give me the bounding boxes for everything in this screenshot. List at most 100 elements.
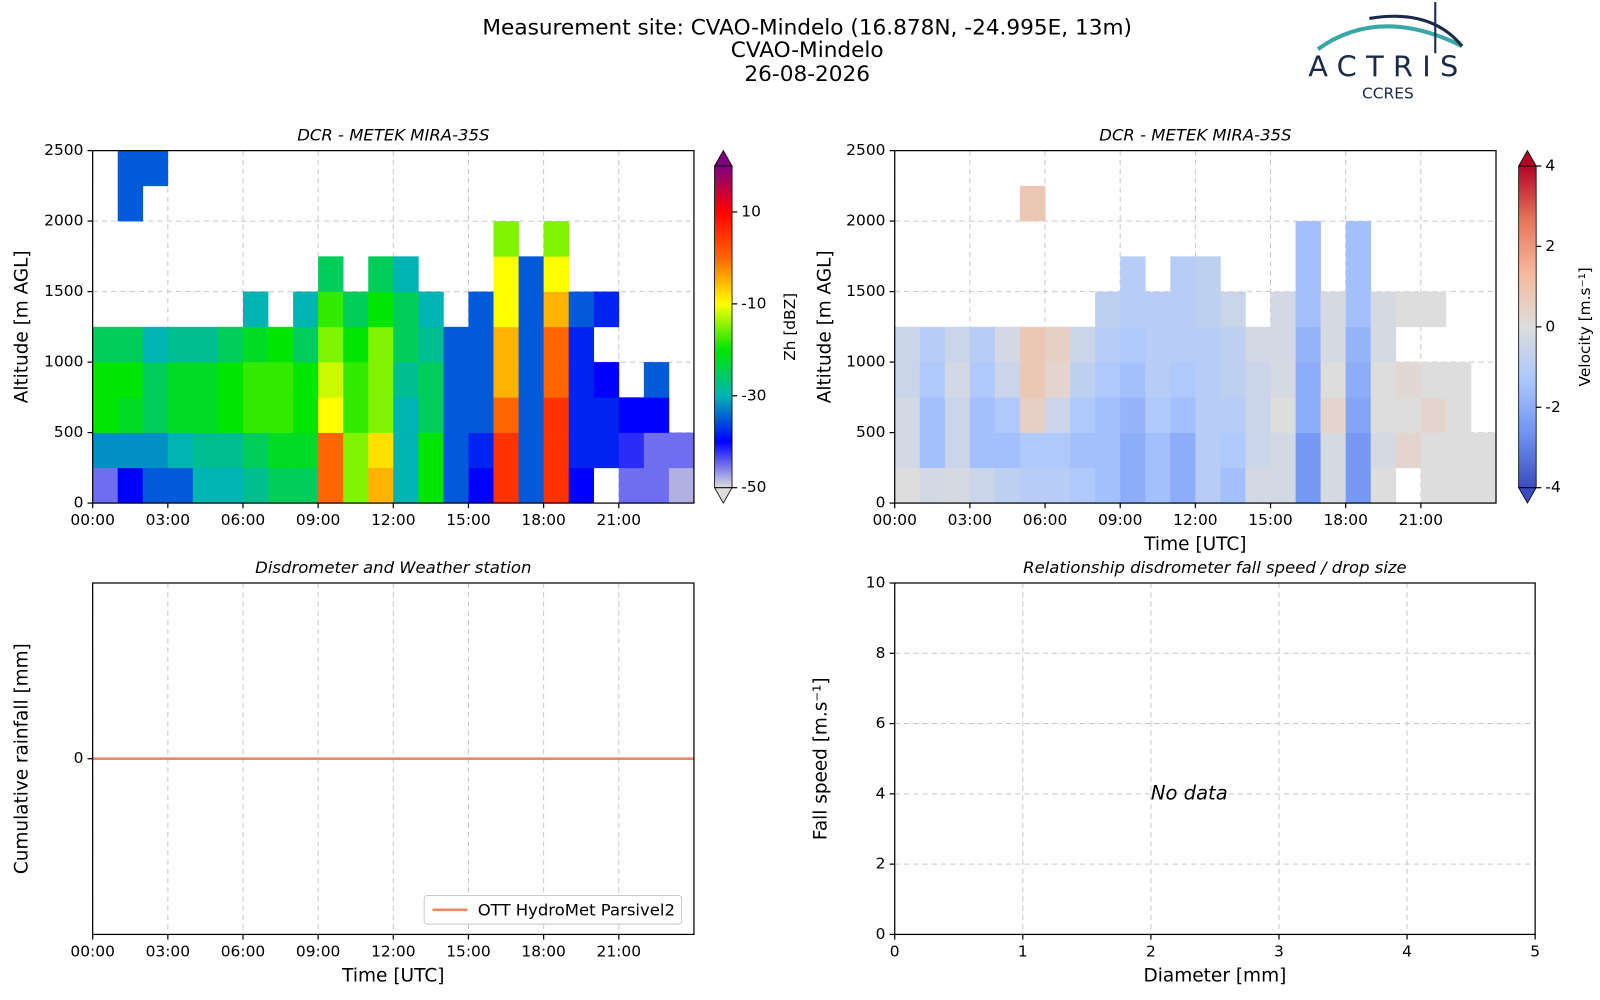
chart-title: DCR - METEK MIRA-35S xyxy=(297,126,489,145)
heat-cell xyxy=(1045,362,1071,398)
heat-cell xyxy=(192,467,219,504)
heat-cell xyxy=(1345,256,1372,292)
x-tick-label: 12:00 xyxy=(371,511,415,529)
x-tick-label: 03:00 xyxy=(146,942,190,960)
heat-cell xyxy=(969,467,996,504)
heat-cell xyxy=(318,291,344,328)
heat-cell xyxy=(1245,397,1271,433)
heat-cell xyxy=(643,362,670,398)
heat-cell xyxy=(468,326,494,363)
heat-cell xyxy=(1295,397,1321,433)
heat-cell xyxy=(919,432,946,469)
heat-cell xyxy=(643,432,670,469)
heat-cell xyxy=(142,397,169,433)
heat-cell xyxy=(568,467,595,504)
heat-cell xyxy=(418,362,444,398)
heat-cell xyxy=(1095,397,1121,433)
heat-cell xyxy=(1420,432,1447,469)
heat-cell xyxy=(1370,467,1397,504)
y-tick-label: 2000 xyxy=(846,212,885,230)
heat-cell xyxy=(1120,326,1146,363)
heat-cell xyxy=(268,432,294,469)
heat-cell xyxy=(1295,362,1321,398)
colorbar-extend xyxy=(1517,149,1537,167)
heat-cell xyxy=(944,326,971,363)
colorbar-tick-label: 10 xyxy=(741,202,761,220)
heat-cell xyxy=(343,362,369,398)
heat-cell xyxy=(293,432,319,469)
heat-cell xyxy=(518,256,544,292)
heat-cell xyxy=(1395,432,1422,469)
x-tick-label: 00:00 xyxy=(70,511,114,529)
heat-cell xyxy=(1070,326,1096,363)
heat-cell xyxy=(1395,291,1422,328)
heat-cell xyxy=(593,432,620,469)
heat-cell xyxy=(368,256,394,292)
y-tick-label: 1000 xyxy=(846,353,885,371)
heat-cell xyxy=(393,397,419,433)
heat-cell xyxy=(1145,467,1171,504)
y-tick-label: 0 xyxy=(876,494,886,512)
y-axis-label: Cumulative rainfall [mm] xyxy=(12,643,33,874)
heat-cell xyxy=(568,362,595,398)
heat-cell xyxy=(493,397,519,433)
heat-cell xyxy=(1345,362,1372,398)
heat-cell xyxy=(969,397,996,433)
heat-cell xyxy=(468,362,494,398)
logo: ACTRIS CCRES xyxy=(1308,2,1464,103)
heat-cell xyxy=(1120,362,1146,398)
heat-cell xyxy=(668,432,695,469)
heat-cell xyxy=(1195,362,1221,398)
heat-cell xyxy=(1370,291,1397,328)
heat-cell xyxy=(1345,326,1372,363)
heat-cell xyxy=(1370,362,1397,398)
heat-cell xyxy=(493,221,519,257)
heat-cell xyxy=(1120,256,1146,292)
heat-cell xyxy=(142,467,169,504)
heat-cell xyxy=(468,291,494,328)
heat-cell xyxy=(1095,326,1121,363)
heat-cell xyxy=(418,467,444,504)
heat-cell xyxy=(1095,432,1121,469)
colorbar xyxy=(714,165,733,488)
heat-cell xyxy=(192,326,219,363)
heat-cell xyxy=(1019,185,1046,222)
heat-cell xyxy=(217,397,244,433)
heat-cell xyxy=(393,256,419,292)
heat-cell xyxy=(1095,362,1121,398)
heat-cell xyxy=(117,185,144,222)
heat-cell xyxy=(268,397,294,433)
heat-cell xyxy=(1220,397,1246,433)
heat-cell xyxy=(468,397,494,433)
heat-cell xyxy=(1220,362,1246,398)
heat-cell xyxy=(593,397,620,433)
x-tick-label: 06:00 xyxy=(221,511,265,529)
heat-cell xyxy=(142,362,169,398)
heat-cell xyxy=(443,326,469,363)
heat-cell xyxy=(142,150,169,187)
x-tick-label: 12:00 xyxy=(371,942,415,960)
chart-title: Relationship disdrometer fall speed / dr… xyxy=(1023,558,1407,577)
heat-cell xyxy=(393,326,419,363)
heat-cell xyxy=(919,467,946,504)
heat-cell xyxy=(1220,467,1246,504)
legend-label: OTT HydroMet Parsivel2 xyxy=(478,900,675,919)
x-tick-label: 1 xyxy=(1018,942,1028,960)
heat-cell xyxy=(1195,397,1221,433)
y-tick-label: 6 xyxy=(876,714,886,732)
heat-cell xyxy=(443,362,469,398)
heat-cell xyxy=(1445,362,1472,398)
heat-cell xyxy=(1019,326,1046,363)
heat-cell xyxy=(92,326,119,363)
y-tick-label: 2500 xyxy=(846,141,885,159)
heat-cell xyxy=(1019,467,1046,504)
heat-cell xyxy=(894,467,921,504)
heat-cell xyxy=(1120,467,1146,504)
heat-cell xyxy=(117,362,144,398)
heat-cell xyxy=(568,432,595,469)
heat-cell xyxy=(994,326,1021,363)
y-tick-label: 0 xyxy=(74,494,84,512)
heat-cell xyxy=(1220,291,1246,328)
heat-cell xyxy=(994,432,1021,469)
heat-cell xyxy=(543,362,569,398)
